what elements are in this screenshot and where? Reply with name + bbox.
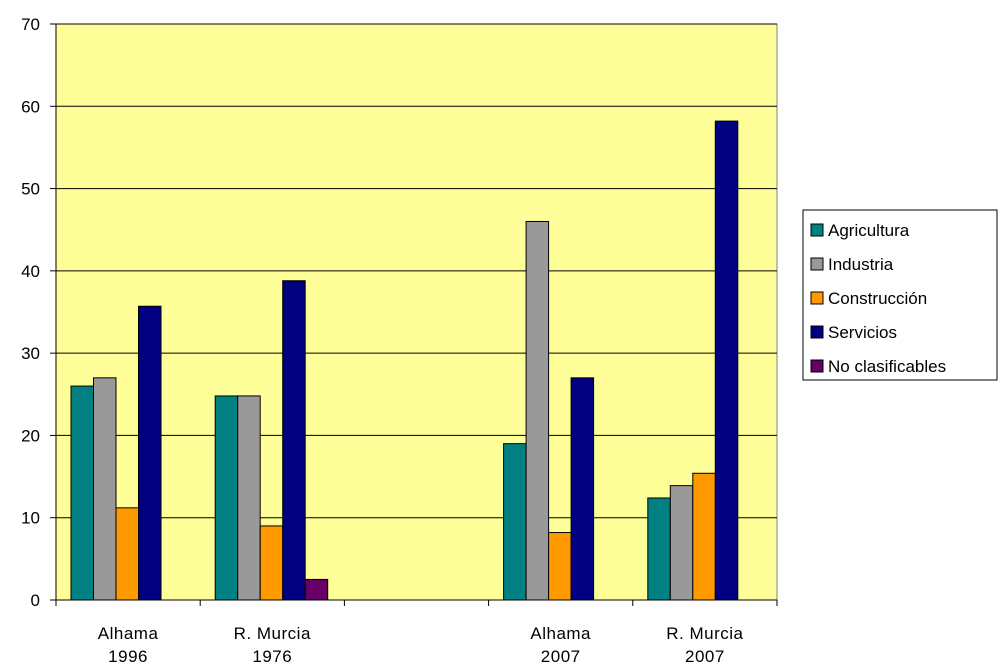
bar-agricultura: [647, 497, 671, 601]
legend-label: Construcción: [828, 289, 927, 308]
bar-servicios: [714, 120, 739, 601]
bar-construcci-n: [692, 472, 716, 601]
legend-swatch: [810, 325, 824, 339]
bar-construcci-n: [259, 525, 284, 601]
legend-swatch: [810, 291, 824, 305]
x-category-label: R. Murcia: [666, 624, 743, 643]
x-category-label: Alhama: [98, 624, 159, 643]
x-category-label: 2007: [685, 647, 725, 665]
bar-servicios: [570, 377, 595, 601]
bar-servicios: [282, 280, 306, 601]
bars: [70, 120, 739, 601]
x-category-label: 2007: [541, 647, 581, 665]
y-tick-label: 60: [21, 97, 40, 116]
legend: Agricultura Industria Construcción Servicio…: [802, 209, 998, 381]
legend-label: Industria: [828, 255, 894, 274]
bar-no-clasificables: [304, 578, 329, 601]
bar-industria: [669, 485, 694, 601]
bar-agricultura: [503, 443, 527, 601]
legend-box: [802, 209, 998, 381]
legend-swatch: [810, 359, 824, 373]
bar-agricultura: [70, 385, 94, 601]
bar-agricultura: [214, 395, 239, 601]
axes: [50, 23, 778, 606]
legend-label: Agricultura: [828, 221, 910, 240]
legend-label: Servicios: [828, 323, 897, 342]
bar-industria: [93, 377, 117, 601]
y-tick-label: 10: [21, 509, 40, 528]
legend-swatch: [810, 257, 824, 271]
legend-label: No clasificables: [828, 357, 946, 376]
legend-swatch: [810, 223, 824, 237]
bar-construcci-n: [548, 532, 572, 601]
x-category-label: 1996: [108, 647, 148, 665]
y-tick-label: 0: [31, 591, 40, 610]
x-category-label: R. Murcia: [234, 624, 311, 643]
bar-industria: [525, 220, 550, 601]
bar-servicios: [138, 305, 162, 601]
x-category-label: Alhama: [530, 624, 591, 643]
bar-industria: [237, 395, 261, 601]
y-tick-label: 40: [21, 262, 40, 281]
x-category-label: 1976: [252, 647, 292, 665]
y-tick-label: 70: [21, 15, 40, 34]
x-axis-category-labels: Alhama 1996 R. Murcia 1976 Alhama 2007 R. Murc…: [98, 624, 743, 665]
y-tick-label: 30: [21, 344, 40, 363]
bar-construcci-n: [115, 507, 139, 601]
y-tick-label: 20: [21, 426, 40, 445]
y-tick-label: 50: [21, 180, 40, 199]
y-axis-tick-labels: 0 10 20 30 40 50 60 70: [21, 15, 40, 610]
